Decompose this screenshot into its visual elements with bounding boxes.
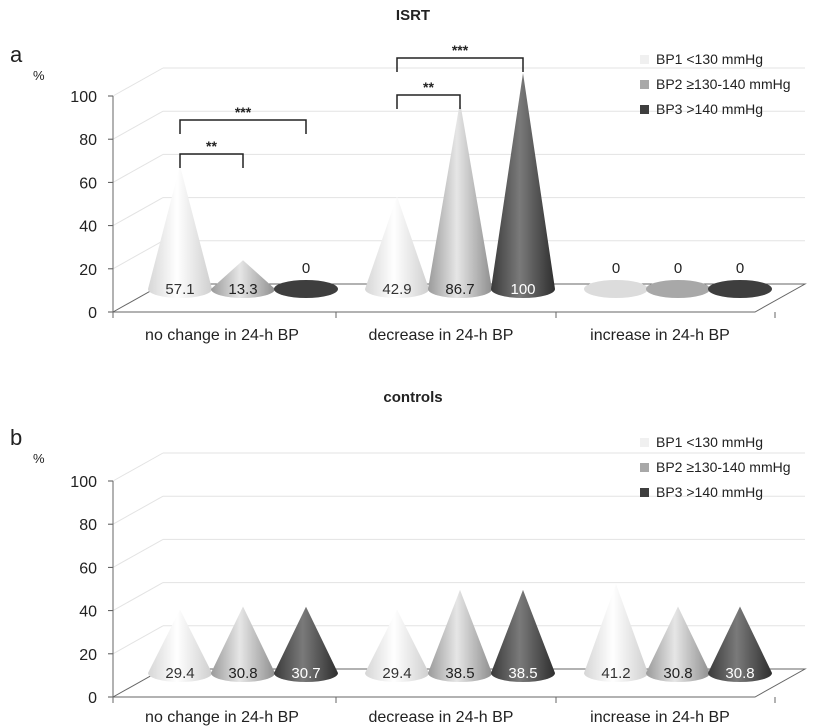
chart-title: ISRT (396, 7, 430, 24)
y-tick-label: 60 (79, 560, 97, 577)
data-label: 38.5 (445, 665, 474, 682)
cone-bar (646, 606, 710, 682)
x-category-label: no change in 24-h BP (145, 709, 299, 726)
significance-marker: *** (235, 104, 252, 120)
gridline-depth (112, 153, 164, 183)
y-tick-label: 100 (70, 89, 97, 106)
significance-marker: *** (452, 42, 469, 58)
gridline-depth (112, 110, 164, 140)
cone-bar (365, 609, 429, 682)
legend-entry: BP3 >140 mmHg (656, 101, 763, 117)
legend-swatch (640, 488, 649, 497)
data-label: 0 (612, 260, 620, 277)
data-label: 0 (736, 260, 744, 277)
cone-base-zero (584, 280, 648, 298)
y-tick-label: 20 (79, 262, 97, 279)
gridline-depth (112, 538, 164, 568)
x-category-label: increase in 24-h BP (590, 709, 730, 726)
x-category-label: decrease in 24-h BP (369, 327, 514, 344)
legend-swatch (640, 105, 649, 114)
chart-title: controls (383, 389, 442, 406)
cone-bar (211, 606, 275, 682)
cone-bar (491, 73, 555, 298)
cone-bar (211, 260, 275, 298)
x-category-label: increase in 24-h BP (590, 327, 730, 344)
gridline-depth (112, 197, 164, 227)
data-label: 30.8 (725, 665, 754, 682)
cone-base-zero (646, 280, 710, 298)
data-label: 30.7 (291, 665, 320, 682)
significance-bracket (396, 94, 461, 109)
y-unit-label: % (33, 68, 45, 83)
legend-swatch (640, 438, 649, 447)
gridline-depth (112, 625, 164, 655)
cone-bar (491, 589, 555, 682)
data-label: 38.5 (508, 665, 537, 682)
legend-swatch (640, 463, 649, 472)
chart-panel-isrt: ISRT a% 0 20 40 60 80 100 no change in 24-h BP de… (10, 7, 807, 344)
data-label: 86.7 (445, 281, 474, 298)
panel-label: b (10, 425, 22, 450)
data-label: 13.3 (228, 281, 257, 298)
cone-bar (274, 606, 338, 682)
cone-bar (148, 609, 212, 682)
panel-label: a (10, 42, 23, 67)
data-label: 42.9 (382, 281, 411, 298)
legend-entry: BP1 <130 mmHg (656, 434, 763, 450)
gridline-depth (112, 452, 164, 482)
cone-bar (428, 589, 492, 682)
data-label: 0 (674, 260, 682, 277)
cone-base-zero (274, 280, 338, 298)
data-label: 100 (510, 281, 535, 298)
cone-bar (584, 584, 648, 682)
significance-bracket (179, 119, 307, 134)
data-label: 0 (302, 260, 310, 277)
legend-swatch (640, 80, 649, 89)
significance-bracket (396, 57, 524, 72)
cone-bar (148, 165, 212, 298)
chart-panel-controls: controls b% 0 20 40 60 80 100 no change in 24-h … (10, 389, 807, 726)
y-tick-label: 0 (88, 305, 97, 322)
y-tick-label: 80 (79, 132, 97, 149)
data-label: 41.2 (601, 665, 630, 682)
significance-marker: ** (423, 79, 434, 95)
x-category-label: decrease in 24-h BP (369, 709, 514, 726)
y-tick-label: 100 (70, 474, 97, 491)
data-label: 29.4 (382, 665, 411, 682)
legend-swatch (640, 55, 649, 64)
cone-bar (365, 196, 429, 298)
gridline-depth (112, 240, 164, 270)
y-tick-label: 80 (79, 517, 97, 534)
cone-bar (428, 101, 492, 298)
gridline-depth (112, 582, 164, 612)
data-label: 57.1 (165, 281, 194, 298)
significance-bracket (179, 153, 244, 168)
y-unit-label: % (33, 451, 45, 466)
significance-marker: ** (206, 138, 217, 154)
cone-bar (708, 606, 772, 682)
y-tick-label: 60 (79, 175, 97, 192)
gridline-depth (112, 67, 164, 97)
data-label: 30.8 (663, 665, 692, 682)
y-tick-label: 0 (88, 690, 97, 707)
gridline-depth (112, 495, 164, 525)
x-category-label: no change in 24-h BP (145, 327, 299, 344)
data-label: 29.4 (165, 665, 194, 682)
data-label: 30.8 (228, 665, 257, 682)
legend-entry: BP2 ≥130-140 mmHg (656, 76, 791, 92)
cone-base-zero (708, 280, 772, 298)
y-tick-label: 40 (79, 219, 97, 236)
legend-entry: BP1 <130 mmHg (656, 51, 763, 67)
y-tick-label: 20 (79, 647, 97, 664)
legend-entry: BP2 ≥130-140 mmHg (656, 459, 791, 475)
legend-entry: BP3 >140 mmHg (656, 484, 763, 500)
y-tick-label: 40 (79, 604, 97, 621)
